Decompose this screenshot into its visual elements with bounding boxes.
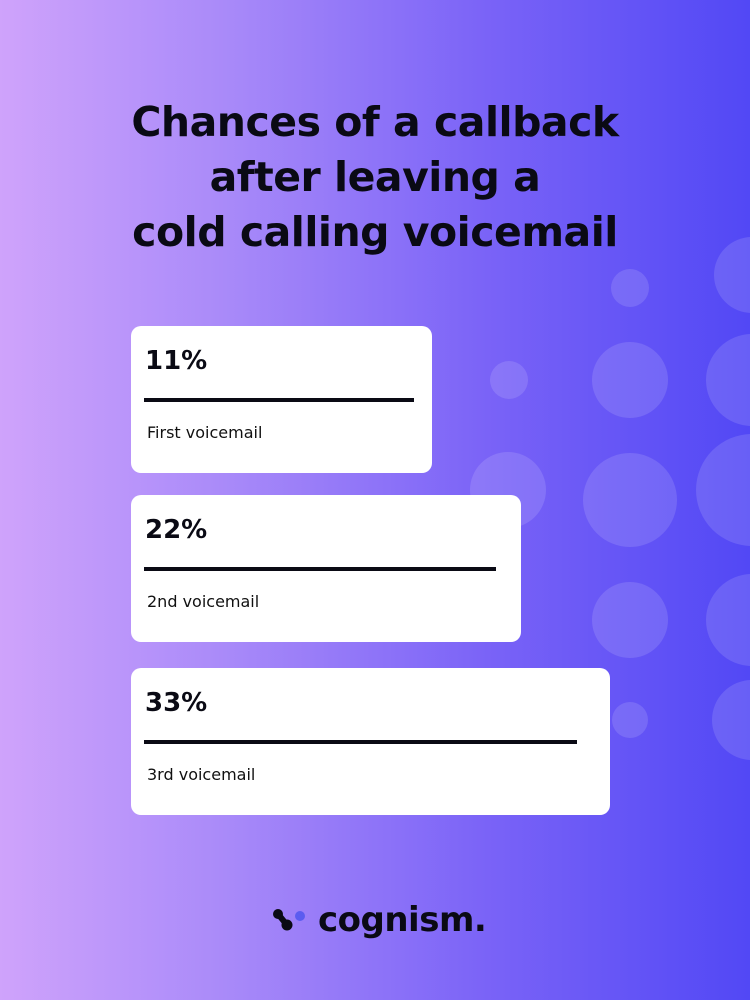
value-label: 33% bbox=[145, 688, 208, 718]
title-line: Chances of a callback bbox=[131, 98, 619, 146]
logo-text: cognism. bbox=[318, 900, 487, 940]
bar bbox=[144, 740, 578, 744]
decorative-circle bbox=[696, 434, 750, 546]
decorative-circle bbox=[592, 342, 668, 418]
decorative-circle bbox=[583, 453, 677, 547]
category-label: First voicemail bbox=[147, 423, 263, 442]
bar-card: 33% 3rd voicemail bbox=[131, 668, 611, 815]
value-label: 22% bbox=[145, 515, 208, 545]
decorative-circle bbox=[592, 582, 668, 658]
decorative-circle bbox=[490, 361, 528, 399]
bar bbox=[144, 398, 415, 402]
cognism-logo: cognism. bbox=[272, 900, 487, 940]
decorative-circle bbox=[714, 237, 750, 313]
decorative-circle bbox=[712, 680, 750, 760]
decorative-circle bbox=[611, 269, 649, 307]
decorative-circle bbox=[706, 334, 750, 426]
bar-card: 11% First voicemail bbox=[131, 326, 433, 473]
bar bbox=[144, 567, 496, 571]
decorative-circle bbox=[612, 702, 648, 738]
title-line: after leaving a bbox=[209, 153, 541, 201]
title-line: cold calling voicemail bbox=[132, 208, 618, 256]
category-label: 3rd voicemail bbox=[147, 765, 256, 784]
value-label: 11% bbox=[145, 346, 208, 376]
decorative-circle bbox=[706, 574, 750, 666]
cognism-logo-icon bbox=[273, 909, 305, 931]
category-label: 2nd voicemail bbox=[147, 592, 260, 611]
chart-title: Chances of a callback after leaving a co… bbox=[0, 95, 750, 260]
bar-card: 22% 2nd voicemail bbox=[131, 495, 522, 642]
